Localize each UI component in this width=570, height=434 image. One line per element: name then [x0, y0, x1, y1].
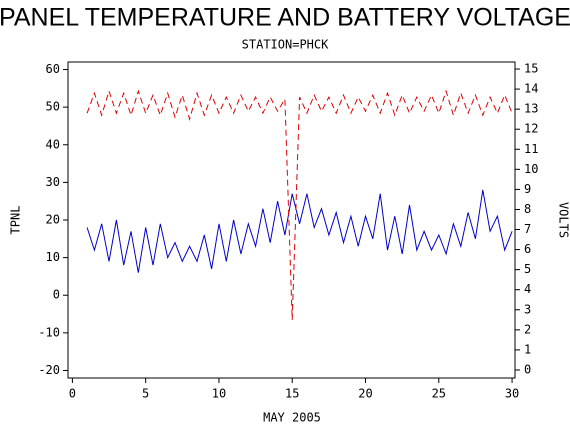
y2-tick-label: 13 [524, 102, 538, 116]
y2-tick-label: 7 [524, 222, 531, 236]
x-tick-label: 10 [212, 387, 226, 401]
x-axis-label: MAY 2005 [263, 411, 321, 425]
y2-tick-label: 2 [524, 322, 531, 336]
chart-title: PANEL TEMPERATURE AND BATTERY VOLTAGE [0, 4, 570, 32]
y2-tick-label: 12 [524, 122, 538, 136]
y2-tick-label: 5 [524, 262, 531, 276]
x-tick-label: 15 [285, 387, 299, 401]
y-tick-label: 30 [46, 175, 60, 189]
y2-tick-label: 3 [524, 302, 531, 316]
y2-tick-label: 10 [524, 162, 538, 176]
y2-tick-label: 6 [524, 242, 531, 256]
y-tick-label: 20 [46, 213, 60, 227]
y2-tick-label: 4 [524, 282, 531, 296]
y2-tick-label: 14 [524, 82, 538, 96]
series-line [87, 91, 512, 320]
x-tick-label: 0 [69, 387, 76, 401]
y-tick-label: 10 [46, 250, 60, 264]
chart-subtitle: STATION=PHCK [242, 38, 329, 52]
y-tick-label: 50 [46, 100, 60, 114]
x-tick-label: 5 [142, 387, 149, 401]
y2-tick-label: 11 [524, 142, 538, 156]
y-tick-label: 60 [46, 62, 60, 76]
x-tick-label: 20 [358, 387, 372, 401]
x-tick-label: 30 [505, 387, 519, 401]
y2-tick-label: 1 [524, 342, 531, 356]
x-tick-label: 25 [432, 387, 446, 401]
y2-tick-label: 9 [524, 182, 531, 196]
series-line [87, 190, 512, 273]
y-tick-label: -20 [38, 363, 60, 377]
y2-tick-label: 15 [524, 62, 538, 76]
y-tick-label: 40 [46, 137, 60, 151]
y-axis-label: TPNL [9, 206, 23, 235]
y2-tick-label: 8 [524, 202, 531, 216]
y-tick-label: 0 [53, 288, 60, 302]
y2-axis-label: VOLTS [557, 202, 570, 238]
y2-tick-label: 0 [524, 362, 531, 376]
y-tick-label: -10 [38, 325, 60, 339]
plot-frame [68, 62, 515, 378]
